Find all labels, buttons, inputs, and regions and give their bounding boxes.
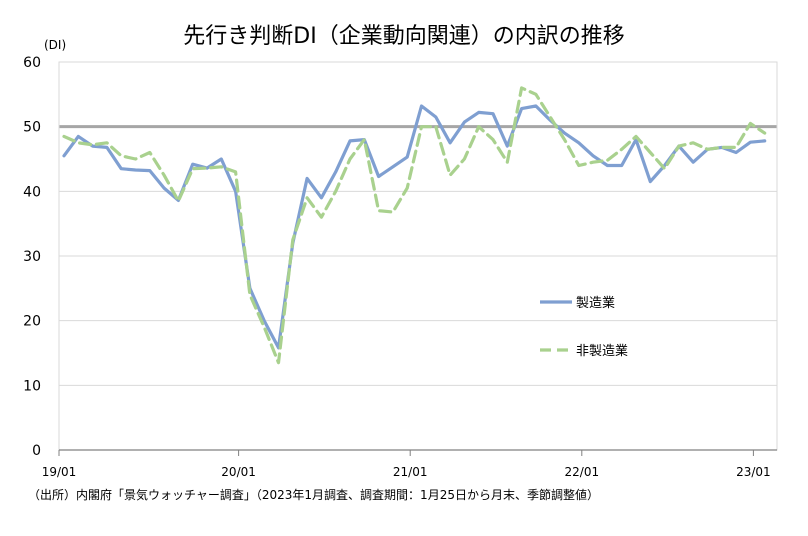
y-tick-label: 30 — [23, 249, 41, 265]
x-tick-label: 19/01 — [42, 465, 77, 479]
x-tick-label: 20/01 — [221, 465, 256, 479]
y-tick-label: 40 — [23, 184, 41, 200]
chart-title: 先行き判断DI（企業動向関連）の内訳の推移 — [183, 24, 625, 49]
x-tick-label: 22/01 — [565, 465, 600, 479]
series-line-manufacturing — [62, 104, 767, 350]
source-note: （出所）内閣府「景気ウォッチャー調査」（2023年1月調査、調査期間：1月25日… — [28, 488, 599, 502]
y-axis-unit: (DI) — [44, 38, 67, 52]
y-tick-label: 20 — [23, 314, 41, 330]
x-tick-label: 21/01 — [393, 465, 428, 479]
x-tick-label: 23/01 — [736, 465, 771, 479]
legend-label: 製造業 — [576, 295, 615, 311]
y-tick-label: 60 — [23, 55, 41, 71]
grid — [59, 61, 777, 386]
series — [62, 86, 767, 365]
series-line-non-manufacturing — [62, 86, 767, 365]
y-tick-label: 50 — [23, 120, 41, 136]
legend-label: 非製造業 — [576, 343, 628, 359]
axes: 0 10 20 30 40 50 60 19/01 20/01 21/01 22/01 23/01 — [23, 55, 778, 479]
y-tick-label: 0 — [32, 443, 41, 459]
y-tick-label: 10 — [23, 378, 41, 394]
